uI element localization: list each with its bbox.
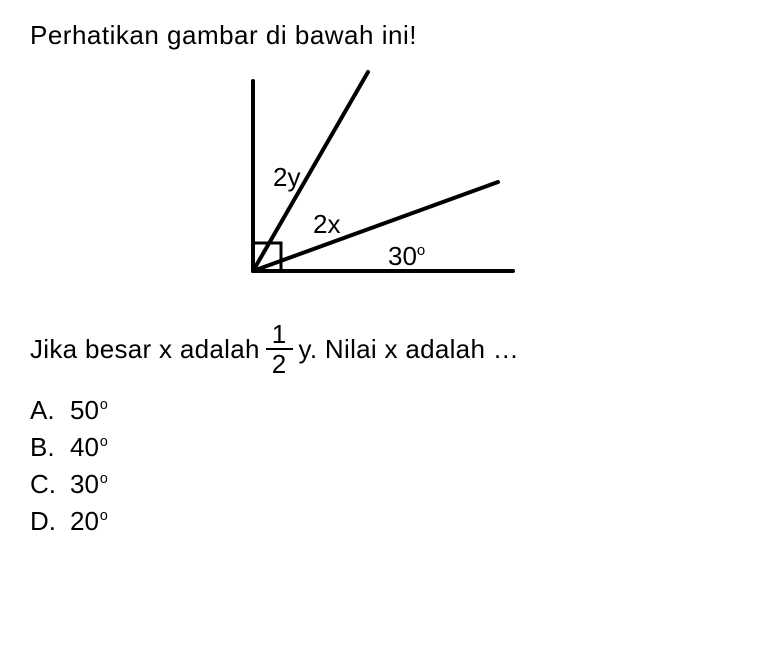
label-2y: 2y — [273, 162, 300, 192]
option-value: 30o — [70, 469, 108, 500]
question-intro: Perhatikan gambar di bawah ini! — [30, 20, 736, 51]
fraction-denominator: 2 — [272, 350, 287, 377]
subquestion-post: y. Nilai x adalah … — [299, 334, 520, 365]
option-a: A. 50o — [30, 395, 736, 426]
subquestion: Jika besar x adalah 1 2 y. Nilai x adala… — [30, 321, 736, 377]
option-letter: A. — [30, 395, 70, 426]
option-letter: D. — [30, 506, 70, 537]
label-2x: 2x — [313, 209, 340, 239]
option-value: 50o — [70, 395, 108, 426]
fraction-half: 1 2 — [266, 321, 293, 377]
option-c: C. 30o — [30, 469, 736, 500]
option-value: 40o — [70, 432, 108, 463]
label-30: 30o — [388, 241, 425, 271]
fraction-numerator: 1 — [266, 321, 293, 350]
ray-20 — [253, 182, 498, 271]
angle-diagram: 2y 2x 30o — [213, 61, 553, 301]
option-value: 20o — [70, 506, 108, 537]
options-list: A. 50o B. 40o C. 30o D. 20o — [30, 395, 736, 537]
option-letter: C. — [30, 469, 70, 500]
subquestion-pre: Jika besar x adalah — [30, 334, 260, 365]
diagram-container: 2y 2x 30o — [30, 61, 736, 301]
option-d: D. 20o — [30, 506, 736, 537]
option-b: B. 40o — [30, 432, 736, 463]
ray-60 — [253, 72, 368, 271]
option-letter: B. — [30, 432, 70, 463]
